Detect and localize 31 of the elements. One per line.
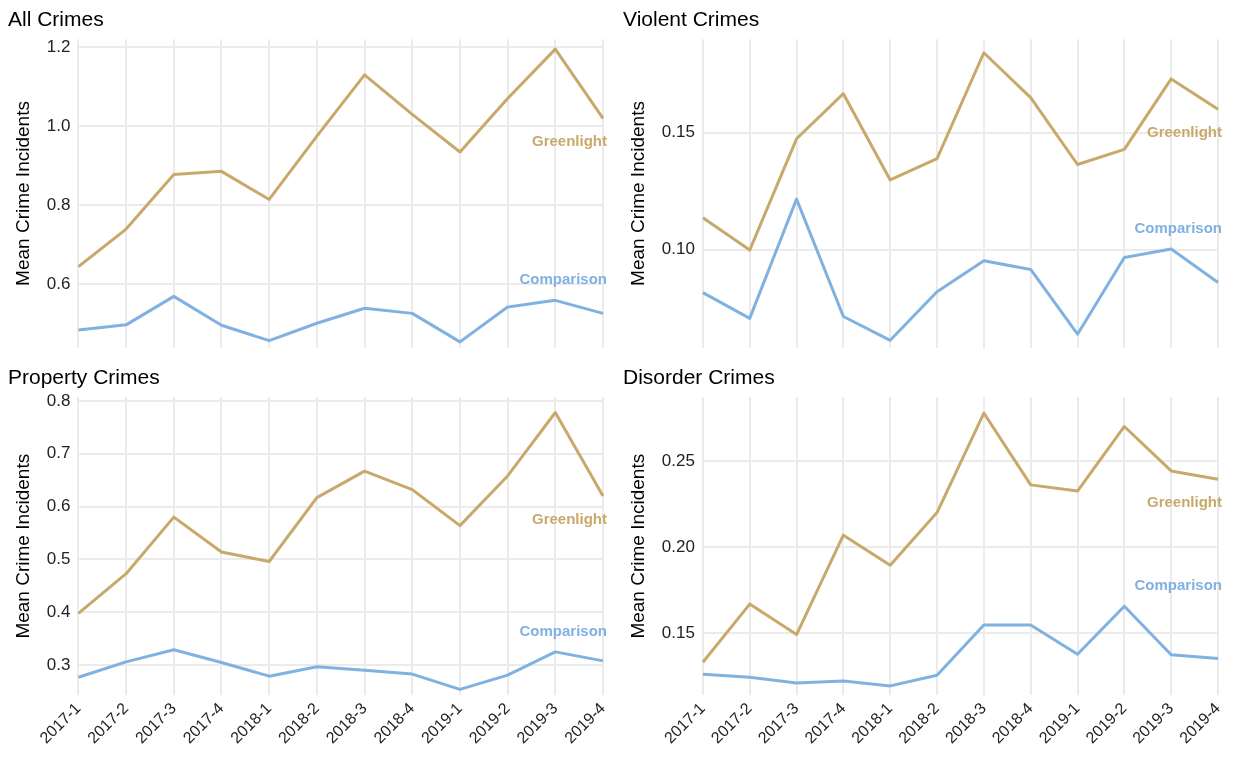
y-tick-label: 0.8	[46, 390, 71, 410]
chart-title: All Crimes	[8, 7, 104, 31]
y-tick-label: 1.2	[46, 36, 71, 56]
y-axis-title: Mean Crime Incidents	[11, 453, 33, 639]
chart-title: Violent Crimes	[623, 7, 760, 31]
y-tick-label: 1.0	[46, 115, 71, 135]
y-tick-label: 0.25	[661, 450, 695, 470]
series-label: Greenlight	[531, 132, 607, 150]
chart-title: Property Crimes	[8, 365, 160, 389]
y-tick-label: 0.8	[46, 195, 71, 215]
series-label: Comparison	[519, 270, 607, 288]
y-tick-label: 0.4	[46, 601, 71, 621]
y-tick-label: 0.20	[661, 536, 695, 556]
y-axis-title: Mean Crime Incidents	[626, 101, 648, 286]
series-label: Greenlight	[1146, 493, 1222, 511]
series-label: Greenlight	[1146, 123, 1222, 141]
y-tick-label: 0.7	[46, 443, 71, 463]
y-tick-label: 0.5	[46, 549, 71, 569]
y-axis-title: Mean Crime Incidents	[626, 453, 648, 639]
y-axis-title: Mean Crime Incidents	[11, 101, 33, 286]
series-label: Comparison	[1134, 219, 1222, 237]
y-tick-label: 0.6	[46, 274, 71, 294]
y-tick-label: 0.6	[46, 496, 71, 516]
chart-title: Disorder Crimes	[623, 365, 775, 389]
series-label: Comparison	[1134, 576, 1222, 594]
series-label: Greenlight	[531, 510, 607, 528]
y-tick-label: 0.15	[661, 122, 695, 142]
y-tick-label: 0.10	[661, 239, 695, 259]
series-label: Comparison	[519, 622, 607, 640]
y-tick-label: 0.3	[46, 654, 71, 674]
y-tick-label: 0.15	[661, 622, 695, 642]
